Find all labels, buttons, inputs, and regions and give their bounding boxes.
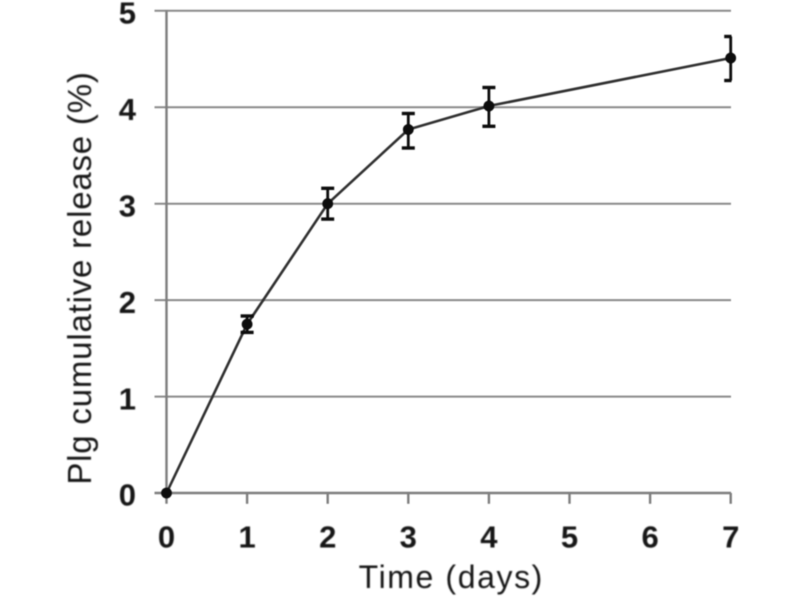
svg-text:3: 3 (119, 188, 136, 223)
svg-text:5: 5 (561, 520, 578, 555)
svg-text:4: 4 (480, 520, 498, 555)
svg-text:0: 0 (158, 520, 175, 555)
svg-text:1: 1 (119, 381, 136, 416)
svg-text:Plg cumulative release (%): Plg cumulative release (%) (61, 71, 98, 484)
svg-text:0: 0 (119, 478, 136, 513)
svg-text:5: 5 (119, 0, 136, 31)
svg-text:2: 2 (119, 285, 136, 320)
svg-text:4: 4 (119, 92, 137, 127)
svg-text:3: 3 (400, 520, 417, 555)
svg-text:7: 7 (722, 520, 739, 555)
svg-text:1: 1 (238, 520, 255, 555)
svg-text:2: 2 (319, 520, 336, 555)
svg-text:6: 6 (641, 520, 658, 555)
svg-text:Time (days): Time (days) (359, 559, 544, 595)
